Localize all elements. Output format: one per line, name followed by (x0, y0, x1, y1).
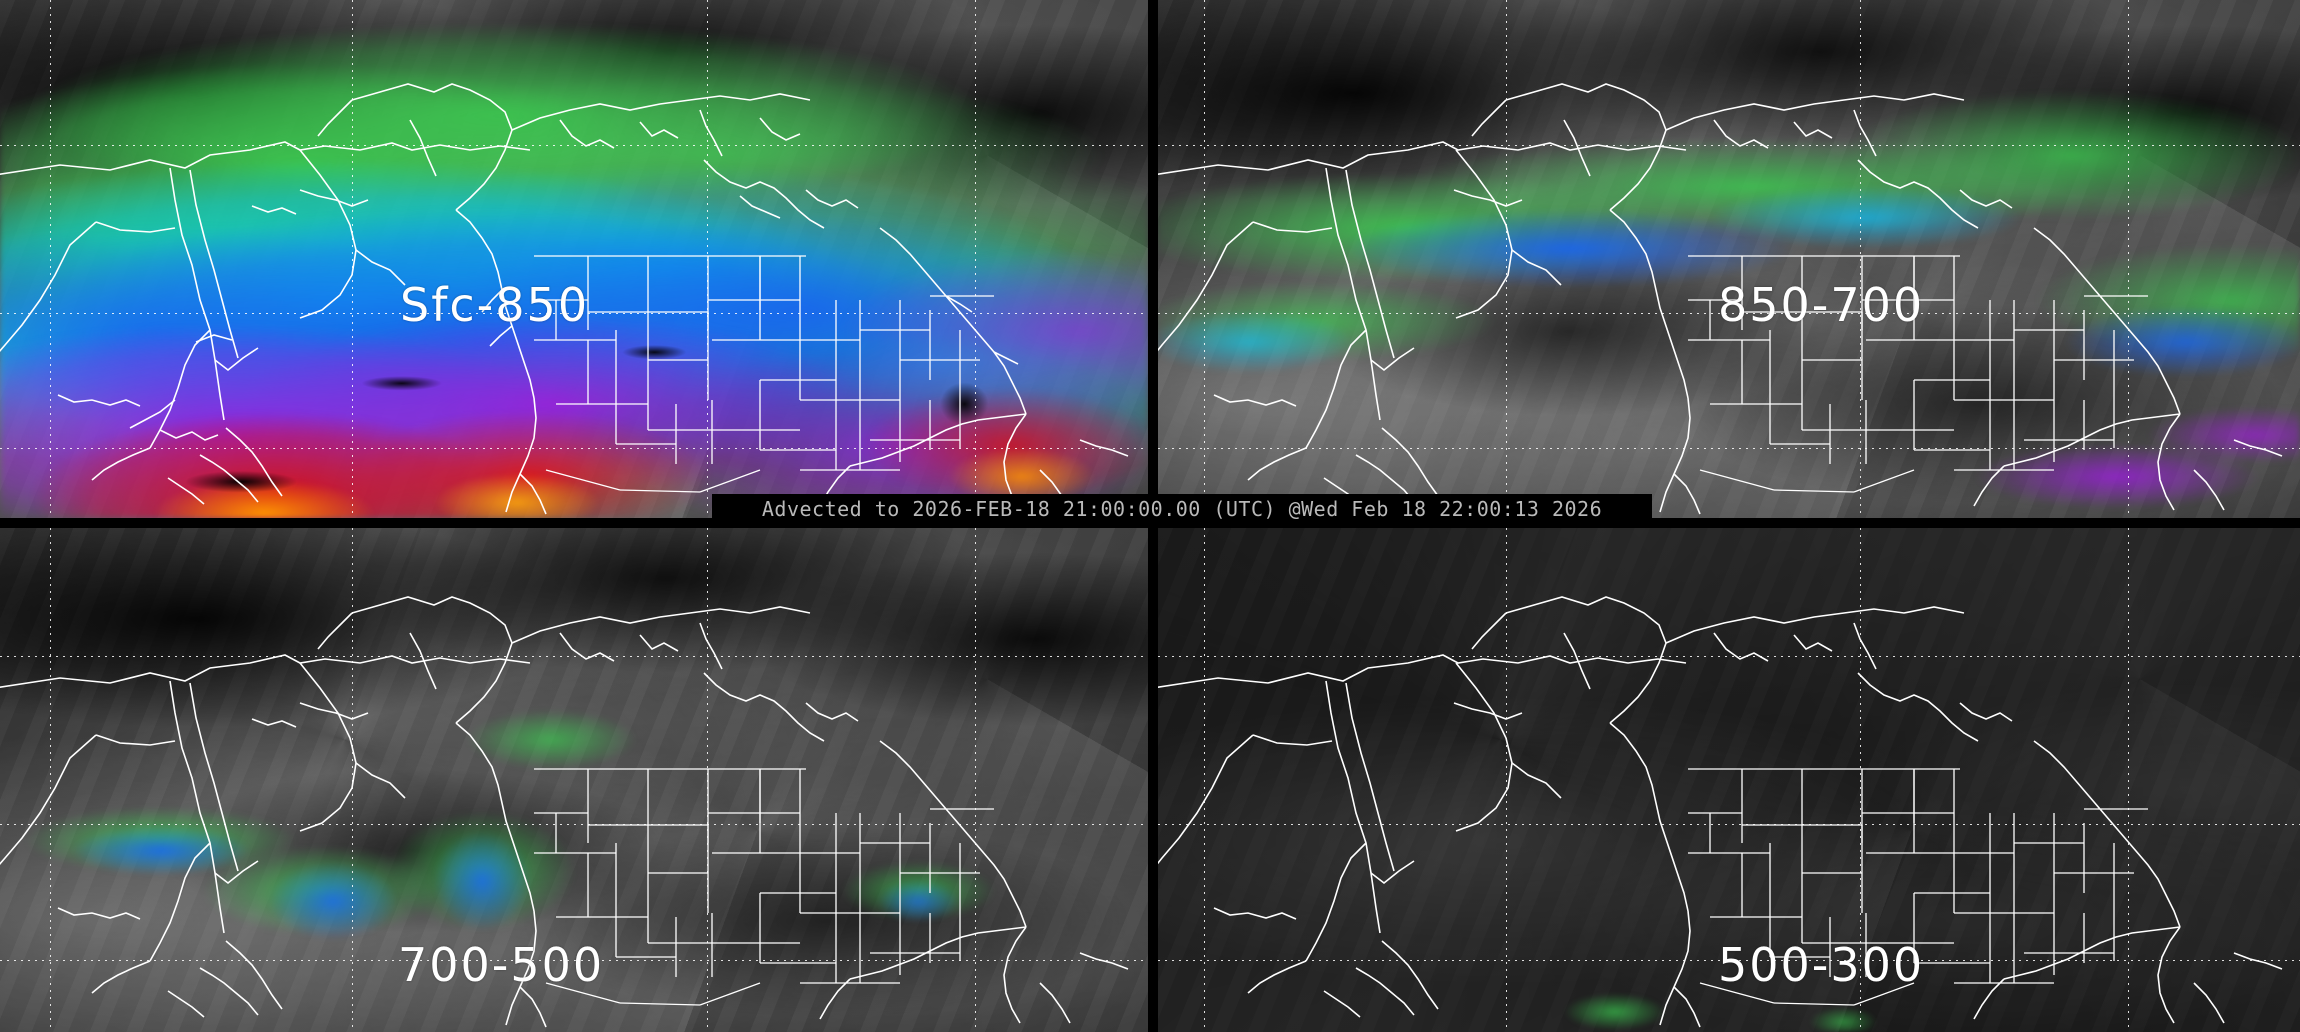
panel-500-300[interactable]: 500-300 (1158, 528, 2300, 1032)
political-borders (1688, 256, 2148, 492)
panel-850-700[interactable]: 850-700 (1158, 0, 2300, 518)
coastlines (1158, 597, 2282, 1027)
map-overlay-850-700 (1158, 0, 2300, 518)
moisture-blue-contour (0, 528, 1148, 1032)
map-overlay-sfc-850 (0, 0, 1148, 518)
panel-label-sfc-850: Sfc-850 (400, 278, 590, 332)
coastlines (0, 84, 1128, 514)
panel-700-500-imagery (0, 528, 1148, 1032)
political-borders (534, 769, 994, 1005)
coastlines (0, 597, 1128, 1027)
timestamp-banner: Advected to 2026-FEB-18 21:00:00.00 (UTC… (712, 494, 1652, 524)
panel-sfc-850[interactable]: Sfc-850 (0, 0, 1148, 518)
panel-700-500[interactable]: 700-500 (0, 528, 1148, 1032)
political-borders (1688, 769, 2148, 1005)
timestamp-text: Advected to 2026-FEB-18 21:00:00.00 (UTC… (761, 497, 1603, 521)
moisture-violet-contour (1158, 0, 2300, 518)
coastlines (1158, 84, 2282, 514)
map-overlay-700-500 (0, 528, 1148, 1032)
panel-850-700-imagery (1158, 0, 2300, 518)
panel-label-700-500: 700-500 (398, 938, 605, 992)
political-borders (534, 256, 994, 492)
map-overlay-500-300 (1158, 528, 2300, 1032)
panel-sfc-850-imagery (0, 0, 1148, 518)
panel-label-500-300: 500-300 (1718, 938, 1925, 992)
panel-label-850-700: 850-700 (1718, 278, 1925, 332)
